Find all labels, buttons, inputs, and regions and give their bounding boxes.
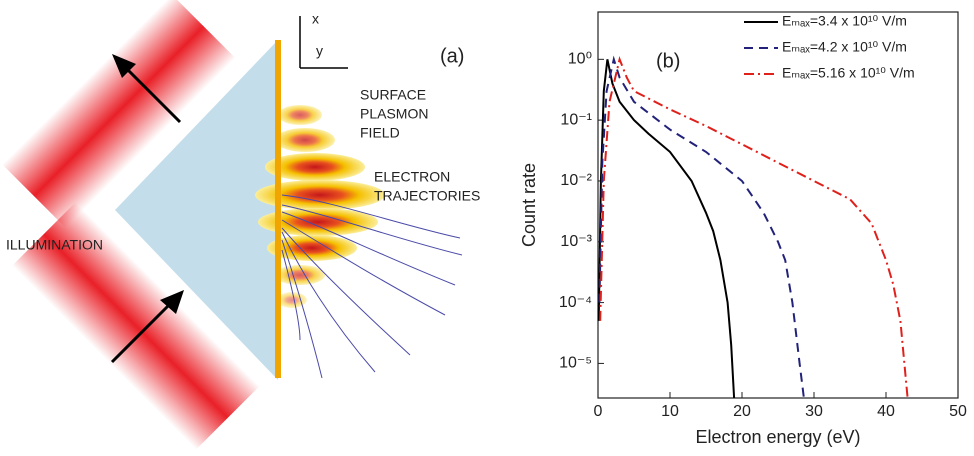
label: SURFACE (360, 87, 426, 103)
trajectory (281, 239, 323, 379)
y-axis-label: Count rate (519, 163, 539, 247)
field-lobe (278, 105, 322, 125)
trajectory (281, 204, 463, 256)
beam (12, 202, 260, 450)
panel-b: 0 10 20 30 40 50 10⁻⁵ 10⁻⁴ 10⁻³ 10⁻² 10⁻¹ 10⁰ Electr… (519, 11, 967, 447)
x-tick-label: 30 (805, 403, 823, 420)
legend-label: Eₘₐₓ=3.4 x 10¹⁰ V/m (782, 13, 907, 29)
axis-label: x (312, 11, 319, 27)
x-tick-label: 20 (733, 403, 751, 420)
beam-out (2, 0, 236, 228)
series-line (598, 55, 805, 399)
y-tick-label: 10⁻¹ (560, 111, 592, 128)
arrow-out (126, 68, 182, 124)
trajectory (281, 219, 446, 316)
x-tick-label: 50 (949, 403, 967, 420)
label: PLASMON (360, 106, 428, 122)
legend-label: Eₘₐₓ=5.16 x 10¹⁰ V/m (782, 65, 915, 81)
y-tick-label: 10⁰ (568, 51, 592, 68)
trajectory (281, 249, 301, 341)
x-tick-label: 40 (877, 403, 895, 420)
trajectory (281, 211, 456, 286)
field-lobe (258, 208, 378, 236)
field-lobe (255, 180, 385, 210)
label: FIELD (360, 125, 400, 141)
axis-label: y (316, 43, 323, 59)
axes-icon (299, 16, 348, 69)
arrows (110, 54, 184, 364)
y-tick-label: 10⁻⁴ (559, 294, 592, 311)
metal-film (275, 40, 281, 378)
series-line (599, 55, 909, 399)
label: ILLUMINATION (6, 237, 103, 253)
x-tick-label: 10 (661, 403, 679, 420)
field-lobe (275, 128, 335, 152)
field-lobe (275, 265, 325, 285)
trajectory (281, 231, 376, 373)
series-line (597, 59, 736, 399)
trajectories (281, 194, 463, 379)
y-tick-label: 10⁻⁵ (559, 355, 592, 372)
arrow-head (160, 290, 184, 314)
legend-label: Eₘₐₓ=4.2 x 10¹⁰ V/m (782, 39, 907, 55)
label: TRAJECTORIES (374, 188, 480, 204)
arrow-head (112, 54, 136, 78)
field-lobe (267, 235, 357, 261)
trajectory (281, 194, 461, 239)
panel-a: x y (a) SURFACE PLASMON FIELD ELECTRON T… (2, 0, 480, 450)
y-tick-label: 10⁻³ (560, 233, 592, 250)
x-tick-label: 0 (594, 403, 603, 420)
panel-label: (a) (440, 45, 464, 67)
field-lobe (265, 153, 365, 181)
plot-frame (597, 11, 959, 399)
prism (115, 40, 278, 380)
trajectory (281, 227, 411, 356)
x-axis-label: Electron energy (eV) (695, 427, 860, 447)
beam (2, 0, 236, 228)
label: ELECTRON (374, 169, 450, 185)
y-tick-label: 10⁻² (560, 172, 592, 189)
panel-label: (b) (656, 50, 680, 72)
beam-in (12, 202, 260, 450)
arrow-in (110, 302, 172, 364)
